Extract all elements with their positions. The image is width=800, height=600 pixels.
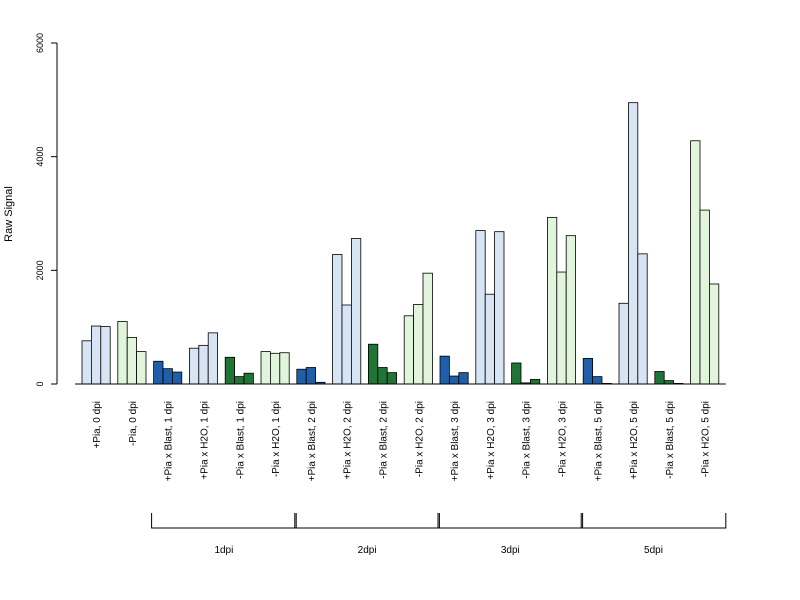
bar — [234, 376, 245, 385]
group-bracket — [294, 513, 440, 529]
bar — [224, 356, 235, 385]
bar — [341, 304, 352, 385]
bar — [367, 343, 379, 385]
x-tick-label: +Pia x Blast, 1 dpi — [164, 401, 175, 481]
bar — [458, 372, 469, 385]
bar — [171, 371, 183, 385]
bar — [198, 344, 209, 385]
x-tick-label: -Pia x Blast, 5 dpi — [665, 401, 676, 479]
bar — [207, 332, 218, 385]
bar — [386, 372, 398, 385]
bar — [484, 293, 496, 385]
x-tick-label: -Pia, 0 dpi — [128, 401, 139, 446]
y-tick-label: 2000 — [35, 260, 45, 280]
group-bracket — [151, 513, 297, 529]
bar — [422, 272, 433, 385]
x-tick-label: +Pia x Blast, 3 dpi — [450, 401, 461, 481]
x-tick-label: +Pia x Blast, 5 dpi — [593, 401, 604, 481]
bar — [117, 321, 128, 385]
y-tick-label: 0 — [35, 381, 45, 386]
bar — [582, 358, 594, 385]
group-bracket — [580, 513, 727, 529]
bar — [494, 231, 505, 385]
y-tick-label: 4000 — [35, 147, 45, 167]
group-label: 3dpi — [501, 545, 520, 556]
bar — [243, 372, 254, 385]
x-tick-label: +Pia x H2O, 5 dpi — [629, 401, 640, 480]
bar — [136, 351, 147, 385]
x-tick-label: -Pia x Blast, 2 dpi — [379, 401, 390, 479]
bar — [654, 371, 665, 385]
y-axis-label: Raw Signal — [3, 186, 15, 242]
bar — [663, 380, 675, 385]
x-tick-label: -Pia x Blast, 3 dpi — [522, 401, 533, 479]
bar — [162, 368, 173, 385]
x-tick-label: -Pia x Blast, 1 dpi — [235, 401, 246, 479]
bar — [448, 375, 460, 385]
bar — [260, 351, 271, 385]
x-tick-label: -Pia x H2O, 1 dpi — [271, 401, 282, 477]
bar — [439, 355, 450, 385]
bar — [350, 238, 362, 385]
bar — [699, 209, 710, 385]
bar — [296, 368, 307, 385]
bar — [475, 230, 486, 385]
x-tick-label: -Pia x H2O, 3 dpi — [558, 401, 569, 477]
bar — [637, 253, 648, 385]
group-label: 5dpi — [644, 545, 663, 556]
bar — [332, 254, 343, 385]
group-bracket — [437, 513, 584, 529]
bar — [556, 271, 567, 385]
bar — [305, 367, 317, 385]
bar — [690, 140, 701, 385]
bar — [618, 302, 629, 385]
bar — [100, 326, 111, 385]
group-label: 1dpi — [214, 545, 233, 556]
bar — [592, 376, 603, 385]
bar — [530, 379, 541, 385]
group-brackets: 1dpi 2dpi 3dpi 5dpi — [151, 513, 727, 556]
x-tick-labels: +Pia, 0 dpi -Pia, 0 dpi +Pia x Blast, 1 dp… — [92, 401, 712, 481]
bar — [403, 315, 415, 385]
bar — [279, 352, 290, 385]
x-tick-label: -Pia x H2O, 2 dpi — [414, 401, 425, 477]
x-tick-label: +Pia x H2O, 2 dpi — [343, 401, 354, 480]
bar — [511, 362, 522, 385]
bar — [269, 352, 281, 385]
bar — [565, 235, 577, 385]
bar — [413, 304, 424, 385]
group-label: 2dpi — [358, 545, 377, 556]
bar — [91, 325, 102, 385]
x-tick-label: +Pia x H2O, 3 dpi — [486, 401, 497, 480]
bar — [153, 360, 164, 385]
y-tick-label: 6000 — [35, 33, 45, 53]
bar — [547, 217, 558, 385]
x-tick-label: +Pia x H2O, 1 dpi — [200, 401, 211, 480]
x-tick-label: -Pia x H2O, 5 dpi — [701, 401, 712, 477]
x-tick-label: +Pia x Blast, 2 dpi — [307, 401, 318, 481]
bar — [377, 367, 388, 385]
bars — [81, 102, 720, 385]
bar — [628, 102, 639, 385]
bar — [188, 347, 200, 385]
bar — [709, 283, 720, 385]
x-tick-label: +Pia, 0 dpi — [92, 401, 103, 449]
y-axis: 0 2000 4000 6000 — [35, 33, 58, 387]
bar — [81, 340, 92, 385]
bar — [126, 336, 137, 385]
